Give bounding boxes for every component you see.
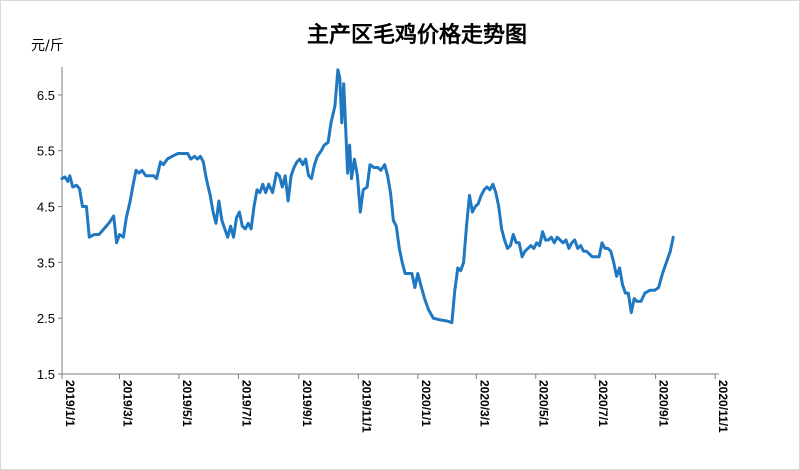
y-tick-label: 5.5 bbox=[37, 144, 55, 159]
x-tick-label: 2019/9/1 bbox=[300, 380, 314, 427]
x-tick-label: 2019/5/1 bbox=[180, 380, 194, 427]
chart-title: 主产区毛鸡价格走势图 bbox=[307, 22, 527, 48]
x-tick-label: 2019/7/1 bbox=[239, 380, 253, 427]
y-tick-label: 1.5 bbox=[37, 367, 55, 382]
x-axis-ticks: 2019/1/1 2019/3/1 2019/5/1 2019/7/1 2019/9/1… bbox=[61, 374, 730, 433]
x-tick-label: 2020/5/1 bbox=[537, 380, 551, 427]
x-tick-label: 2019/3/1 bbox=[121, 380, 135, 427]
x-tick-label: 2020/7/1 bbox=[596, 380, 610, 427]
y-axis-unit-label: 元/斤 bbox=[31, 38, 64, 54]
x-tick-label: 2020/9/1 bbox=[657, 380, 671, 427]
y-tick-label: 4.5 bbox=[37, 200, 55, 215]
y-axis-ticks: 1.5 2.5 3.5 4.5 5.5 6.5 bbox=[37, 88, 62, 382]
y-tick-label: 3.5 bbox=[37, 255, 55, 270]
x-tick-label: 2019/11/1 bbox=[359, 380, 373, 433]
y-tick-label: 2.5 bbox=[37, 311, 55, 326]
price-series-line bbox=[60, 68, 675, 325]
x-tick-label: 2020/11/1 bbox=[716, 380, 730, 433]
x-tick-label: 2019/1/1 bbox=[63, 380, 77, 427]
y-tick-label: 6.5 bbox=[37, 88, 55, 103]
x-tick-label: 2020/3/1 bbox=[477, 380, 491, 427]
x-tick-label: 2020/1/1 bbox=[419, 380, 433, 427]
